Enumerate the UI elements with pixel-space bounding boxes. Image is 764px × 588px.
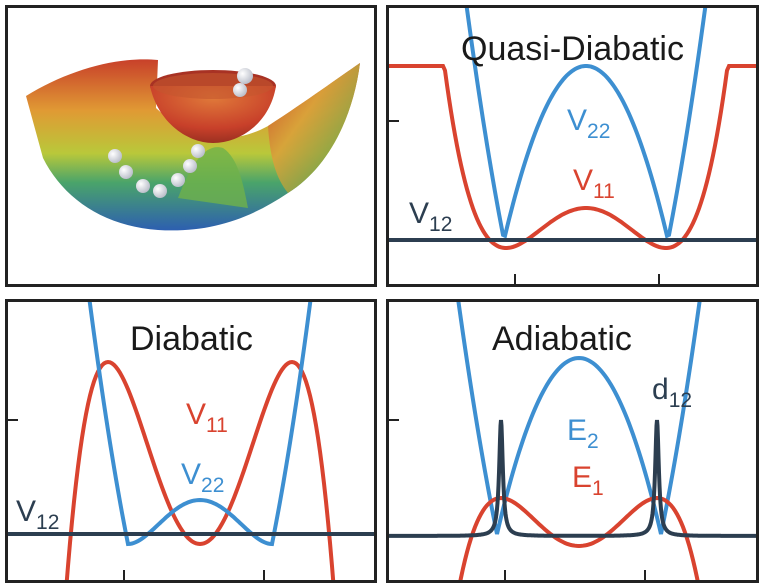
- e1-label: E1: [572, 461, 604, 500]
- v22-label: V22: [567, 104, 610, 143]
- d12-label: d12: [652, 373, 692, 412]
- v11-curve: [389, 64, 756, 250]
- v22-label: V22: [181, 458, 224, 497]
- adiabatic-panel: Adiabatic E2 E1 d12: [386, 299, 759, 583]
- v12-label: V12: [409, 197, 452, 236]
- potential-energy-surface-icon: [26, 59, 360, 231]
- v11-label: V11: [573, 164, 615, 203]
- e2-label: E2: [567, 414, 599, 453]
- diabatic-plot: Diabatic V11 V22 V12: [8, 302, 374, 580]
- surface-panel: [5, 5, 377, 287]
- e1-curve: [458, 495, 700, 580]
- panel-title: Diabatic: [130, 320, 253, 358]
- panel-title: Adiabatic: [492, 320, 632, 358]
- v11-label: V11: [186, 398, 228, 437]
- v11-curve: [64, 359, 336, 580]
- v22-curve: [87, 302, 313, 547]
- panel-title: Quasi-Diabatic: [461, 30, 684, 68]
- diabatic-panel: Diabatic V11 V22 V12: [5, 299, 377, 583]
- d12-curve: [389, 419, 756, 538]
- quasi-diabatic-panel: Quasi-Diabatic V22 V11 V12: [386, 5, 759, 287]
- adiabatic-plot: Adiabatic E2 E1 d12: [389, 302, 756, 580]
- v12-label: V12: [16, 495, 59, 534]
- e2-curve: [456, 302, 702, 535]
- quasi-diabatic-plot: Quasi-Diabatic V22 V11 V12: [389, 8, 756, 284]
- v22-curve: [464, 8, 708, 239]
